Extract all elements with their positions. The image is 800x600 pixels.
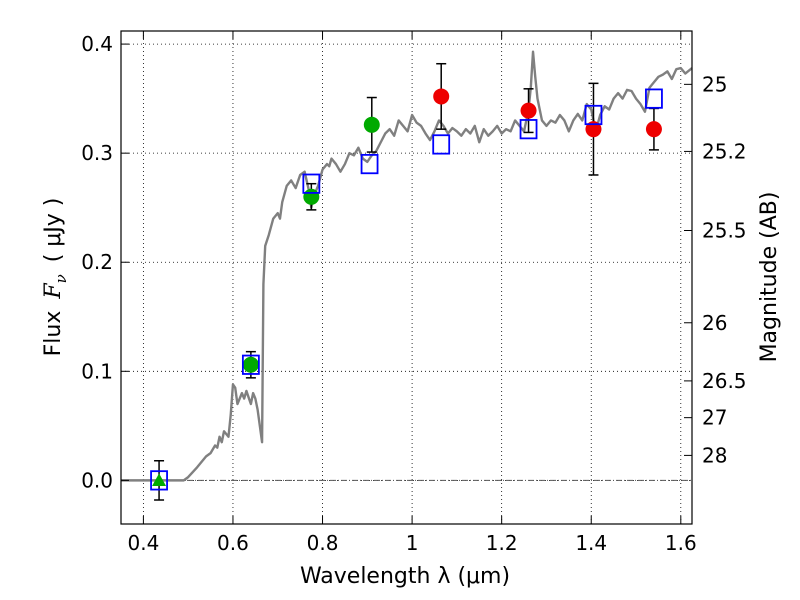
y-axis-label-subscript: ν — [52, 274, 70, 283]
x-tick-label: 1.6 — [665, 531, 697, 555]
magnitude-tick-label: 25.2 — [702, 139, 747, 163]
detection-circle — [585, 121, 602, 138]
x-tick-label: 0.6 — [217, 531, 249, 555]
x-tick-label: 0.8 — [307, 531, 339, 555]
detection-circle — [303, 188, 320, 205]
points-layer — [150, 62, 663, 501]
magnitude-tick-label: 25.5 — [702, 218, 747, 242]
y-axis-label-units: ( μJy ) — [41, 198, 66, 263]
y-tick-label: 0.0 — [81, 468, 113, 492]
model-point-square — [584, 104, 603, 126]
magnitude-tick-label: 28 — [702, 443, 727, 467]
model-point-square — [241, 354, 260, 375]
magnitude-tick-label: 25 — [702, 72, 727, 96]
model-point-square — [150, 470, 168, 491]
model-point-square — [302, 173, 321, 194]
detection-circle — [242, 356, 259, 373]
x-tick-label: 0.4 — [127, 531, 159, 555]
model-spectrum-layer — [121, 50, 693, 482]
detection-circle — [645, 121, 662, 138]
detection-circle — [363, 116, 380, 133]
model-point-square — [432, 134, 451, 155]
x-tick-label: 1.2 — [486, 531, 518, 555]
detection-circle — [433, 88, 450, 105]
model-spectrum-line — [121, 50, 693, 482]
model-point-square — [645, 88, 663, 109]
y-tick-label: 0.1 — [81, 359, 113, 383]
ticks-layer: 0.4 0.6 0.8 1 1.2 1.4 1.6 0.0 0.1 0.2 0.3 0.4 25 25.2… — [81, 31, 747, 555]
detection-circle — [520, 102, 537, 119]
x-tick-label: 1 — [406, 531, 419, 555]
model-point-square — [519, 119, 538, 140]
grid-layer — [121, 31, 692, 524]
model-point-square — [360, 153, 379, 175]
magnitude-tick-label: 26 — [702, 311, 727, 335]
y-tick-label: 0.4 — [81, 32, 113, 56]
magnitude-tick-label: 27 — [702, 406, 727, 430]
y-axis-label-text: Flux — [41, 311, 66, 357]
magnitude-tick-label: 26.5 — [702, 369, 747, 393]
x-tick-label: 1.4 — [575, 531, 607, 555]
x-axis-label: Wavelength λ (μm) — [300, 564, 510, 589]
y-tick-label: 0.3 — [81, 141, 113, 165]
magnitude-axis-label: Magnitude (AB) — [757, 192, 782, 363]
detection-triangle — [152, 473, 167, 486]
y-tick-label: 0.2 — [81, 250, 113, 274]
y-axis-label: Flux Fν ( μJy ) — [41, 198, 70, 357]
plot-frame — [120, 30, 693, 525]
y-axis-label-symbol: F — [41, 283, 66, 300]
